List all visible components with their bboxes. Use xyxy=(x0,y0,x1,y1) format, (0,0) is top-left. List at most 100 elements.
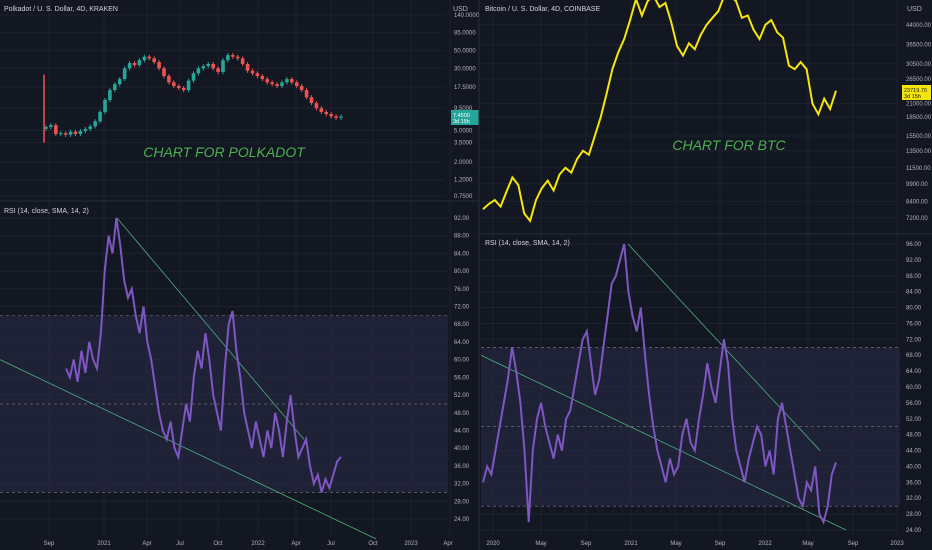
dot-candle xyxy=(280,82,284,86)
rsi-tick: 60.00 xyxy=(906,385,922,391)
dot-candle xyxy=(329,114,333,117)
dot-candle xyxy=(235,56,240,59)
btc-price-tick: 44000.00 xyxy=(906,23,932,29)
btc-price-tick: 21000.00 xyxy=(906,102,932,108)
btc-time-tick: 2023 xyxy=(890,541,904,547)
rsi-tick: 56.00 xyxy=(454,375,470,381)
dot-candle xyxy=(137,60,142,66)
left-price-panel[interactable]: Polkadot / U. S. Dollar, 4D, KRAKEN USD … xyxy=(4,6,480,200)
dot-price-tick: 2.0000 xyxy=(454,160,473,166)
rsi-tick: 56.00 xyxy=(906,401,922,407)
right-rsi-label: RSI (14, close, SMA, 14, 2) xyxy=(485,240,570,247)
dot-candle xyxy=(221,60,225,72)
rsi-tick: 36.00 xyxy=(906,480,922,486)
dot-candle xyxy=(285,79,289,83)
dot-candle xyxy=(172,82,176,86)
dot-price-tick: 1.2000 xyxy=(454,178,473,184)
dot-price-tick: 9.5000 xyxy=(454,106,473,112)
dot-price-badge-value: 7.4500 xyxy=(453,113,470,119)
rsi-tick: 96.00 xyxy=(906,242,922,248)
dot-time-tick: Apr xyxy=(291,541,300,547)
dot-candle xyxy=(132,62,137,66)
btc-price-tick: 7200.00 xyxy=(906,216,928,222)
dot-price-tick: 5.0000 xyxy=(454,128,473,134)
btc-rsi-axis[interactable]: 96.00 92.00 88.00 84.00 80.00 76.00 72.00 68.00… xyxy=(906,242,922,534)
dot-time-tick: Jul xyxy=(327,541,335,547)
dot-candle xyxy=(181,87,186,91)
rsi-tick: 52.00 xyxy=(454,393,470,399)
btc-time-tick: May xyxy=(535,541,546,547)
dot-price-tick: 50.0000 xyxy=(454,49,476,55)
btc-rsi-trendlines[interactable] xyxy=(480,243,847,531)
rsi-tick: 32.00 xyxy=(454,482,470,488)
dot-candle xyxy=(147,56,152,59)
left-title: Polkadot / U. S. Dollar, 4D, KRAKEN xyxy=(4,6,118,13)
btc-time-tick: May xyxy=(670,541,681,547)
dot-price-tick: 0.7500 xyxy=(454,194,473,200)
rsi-tick: 84.00 xyxy=(906,290,922,296)
dot-candle xyxy=(63,133,68,135)
dot-candle xyxy=(98,111,102,122)
dot-price-tick: 17.5000 xyxy=(454,85,476,91)
right-title: Bitcoin / U. S. Dollar, 4D, COINBASE xyxy=(485,6,600,13)
dot-candle xyxy=(206,63,211,67)
rsi-trendline xyxy=(116,217,305,440)
btc-price-tick: 9900.00 xyxy=(906,182,928,188)
btc-price-tick: 8400.00 xyxy=(906,199,928,205)
rsi-tick: 68.00 xyxy=(906,353,922,359)
dot-candle xyxy=(240,58,245,64)
dot-candle xyxy=(127,62,132,69)
dot-candles xyxy=(43,53,343,143)
dot-candle xyxy=(88,126,93,129)
dot-candle xyxy=(49,125,53,128)
dot-rsi-trendlines[interactable] xyxy=(0,217,377,540)
dot-price-badge-time: 3d 15h xyxy=(453,119,470,125)
btc-price-badge-value: 23719.70 xyxy=(904,88,927,94)
dot-price-tick: 140.0000 xyxy=(454,13,480,19)
dot-candle xyxy=(191,73,196,81)
rsi-tick: 48.00 xyxy=(454,411,470,417)
left-price-unit: USD xyxy=(453,6,468,13)
dot-candle xyxy=(73,131,78,134)
dot-time-axis[interactable]: Sep 2021 Apr Jul Oct 2022 Apr Jul Oct 2023 Apr xyxy=(44,541,453,547)
dot-candle xyxy=(226,55,230,61)
dot-time-tick: 2023 xyxy=(404,541,418,547)
btc-price-badge-time: 3d 15h xyxy=(904,94,921,100)
right-price-panel[interactable]: Bitcoin / U. S. Dollar, 4D, COINBASE USD… xyxy=(482,0,932,223)
rsi-tick: 68.00 xyxy=(454,322,470,328)
rsi-tick: 32.00 xyxy=(906,496,922,502)
rsi-tick: 28.00 xyxy=(454,499,470,505)
btc-time-tick: Sep xyxy=(715,541,726,547)
dot-candle xyxy=(265,79,270,83)
rsi-tick: 48.00 xyxy=(906,433,922,439)
btc-price-badge xyxy=(902,85,931,100)
dot-time-tick: Jul xyxy=(176,541,184,547)
rsi-tick: 24.00 xyxy=(906,528,922,534)
dot-time-tick: 2021 xyxy=(97,541,111,547)
dot-candle xyxy=(54,125,58,134)
dot-price-axis[interactable]: 140.0000 85.0000 50.0000 30.0000 17.5000 9.50… xyxy=(454,13,480,200)
btc-time-tick: 2022 xyxy=(758,541,772,547)
dot-rsi-line xyxy=(65,217,342,493)
dot-candle xyxy=(245,63,250,71)
right-annotation: CHART FOR BTC xyxy=(672,137,786,153)
btc-price-tick: 30500.00 xyxy=(906,62,932,68)
rsi-tick: 88.00 xyxy=(454,234,470,240)
btc-price-tick: 15500.00 xyxy=(906,134,932,140)
left-rsi-panel[interactable]: RSI (14, close, SMA, 14, 2) 92.00 88.00 84… xyxy=(0,208,470,547)
rsi-tick: 80.00 xyxy=(906,306,922,312)
btc-time-tick: May xyxy=(802,541,813,547)
dot-price-badge xyxy=(451,110,479,125)
dot-candle xyxy=(44,127,48,129)
btc-price-axis[interactable]: 44000.00 36500.00 30500.00 26500.00 21000.00… xyxy=(906,23,932,222)
rsi-tick: 64.00 xyxy=(454,340,470,346)
dot-candle xyxy=(68,131,73,135)
right-rsi-panel[interactable]: RSI (14, close, SMA, 14, 2) 96.00 92.00 88… xyxy=(480,240,922,547)
btc-time-axis[interactable]: 2020 May Sep 2021 May Sep 2022 May Sep 2023 xyxy=(486,541,904,547)
dot-candle xyxy=(157,62,161,69)
dot-rsi-axis[interactable]: 92.00 88.00 84.00 80.00 76.00 72.00 68.00 64.00… xyxy=(454,216,470,523)
dot-candle xyxy=(270,82,274,85)
dot-candle xyxy=(201,66,206,69)
rsi-tick: 92.00 xyxy=(906,258,922,264)
